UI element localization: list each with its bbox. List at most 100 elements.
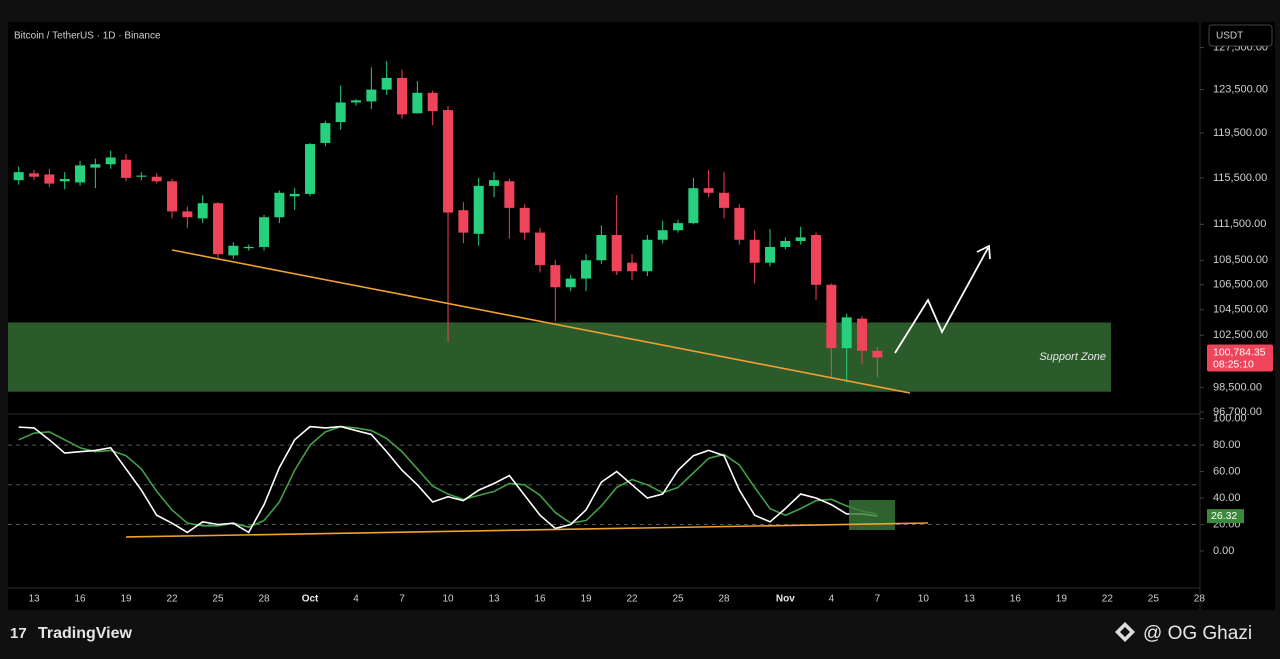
trendline <box>171 249 911 394</box>
candle-body <box>857 318 868 351</box>
x-tick-label: 4 <box>829 594 835 605</box>
candle-body <box>320 123 331 143</box>
x-tick-label: 16 <box>534 594 546 605</box>
chart-title: Bitcoin / TetherUS · 1D · Binance <box>14 31 161 42</box>
candle-body <box>811 234 822 285</box>
candle-body <box>627 262 638 272</box>
candle-body <box>489 180 500 186</box>
candle-body <box>427 92 438 112</box>
candle-body <box>59 179 70 182</box>
candle-body <box>136 175 147 177</box>
y-tick-label: 80.00 <box>1213 439 1241 451</box>
candle-body <box>105 157 116 165</box>
last-value-label: 26.32 <box>1211 510 1237 522</box>
candle-body <box>657 230 668 240</box>
candle-body <box>397 77 408 115</box>
x-tick-label: 28 <box>1194 594 1206 605</box>
x-tick-label: 7 <box>399 594 405 605</box>
candle-body <box>29 173 40 177</box>
candle-body <box>167 181 178 212</box>
branding: 17 TradingView <box>10 625 133 642</box>
x-tick-label: 13 <box>28 594 40 605</box>
stoch-line <box>18 425 878 534</box>
x-tick-label: 13 <box>964 594 976 605</box>
watermark: @ OG Ghazi <box>1143 623 1252 644</box>
candle-body <box>826 284 837 349</box>
candle-body <box>535 232 546 266</box>
y-tick-label: 106,500.00 <box>1213 279 1268 291</box>
logo-mark: 17 <box>10 625 27 642</box>
y-tick-label: 119,500.00 <box>1213 127 1267 139</box>
candle-body <box>44 174 55 184</box>
y-tick-label: 102,500.00 <box>1213 329 1268 341</box>
x-tick-label: 25 <box>212 594 224 605</box>
x-tick-label: 7 <box>875 594 881 605</box>
candle-body <box>719 192 730 208</box>
candle-body <box>213 203 224 255</box>
y-tick-label: 108,500.00 <box>1213 254 1268 266</box>
support-zone <box>8 322 1111 392</box>
candle-body <box>243 246 254 249</box>
candle-body <box>642 239 653 272</box>
candle-body <box>458 210 469 233</box>
candle-body <box>305 144 316 194</box>
watermark-icon <box>1115 622 1135 642</box>
x-tick-label: 10 <box>918 594 930 605</box>
x-tick-label: 22 <box>626 594 638 605</box>
x-tick-label: 25 <box>1148 594 1160 605</box>
candle-body <box>121 159 132 178</box>
candle-body <box>289 193 300 197</box>
x-tick-label: 19 <box>580 594 592 605</box>
candle-body <box>872 350 883 358</box>
candle-body <box>688 188 699 224</box>
candle-body <box>550 265 561 288</box>
last-value-box <box>1207 509 1244 524</box>
candle-body <box>473 185 484 234</box>
x-tick-label: 10 <box>442 594 454 605</box>
candle-body <box>13 172 24 181</box>
y-tick-label: 123,500.00 <box>1213 84 1268 96</box>
x-tick-label: Oct <box>302 594 319 605</box>
candle-body <box>274 192 285 218</box>
y-tick-label: 98,500.00 <box>1213 382 1262 394</box>
y-tick-label: 100.00 <box>1213 413 1247 425</box>
candle-body <box>703 188 714 193</box>
y-tick-label: 115,500.00 <box>1213 172 1267 184</box>
x-tick-label: 19 <box>1056 594 1068 605</box>
candle-body <box>780 240 791 247</box>
y-tick-label: 40.00 <box>1213 492 1241 504</box>
currency-button[interactable] <box>1208 24 1273 47</box>
candle-body <box>504 181 515 208</box>
candle-body <box>443 110 454 213</box>
countdown: 08:25:10 <box>1213 358 1254 370</box>
y-tick-label: 111,500.00 <box>1213 218 1266 230</box>
y-tick-label: 96,700.00 <box>1213 406 1262 418</box>
y-tick-label: 104,500.00 <box>1213 304 1268 316</box>
candle-body <box>259 217 270 247</box>
chart-background <box>8 22 1275 610</box>
x-tick-label: 4 <box>353 594 359 605</box>
candle-body <box>412 92 423 114</box>
candle-body <box>565 278 576 288</box>
x-tick-label: 13 <box>488 594 500 605</box>
y-tick-label: 60.00 <box>1213 465 1241 477</box>
candle-body <box>90 164 101 168</box>
y-tick-label: 0.00 <box>1213 545 1234 557</box>
x-tick-label: 16 <box>1010 594 1022 605</box>
candle-body <box>351 100 362 103</box>
candle-body <box>841 317 852 349</box>
x-tick-label: 19 <box>120 594 132 605</box>
candle-body <box>519 207 530 233</box>
stoch-line <box>18 425 878 528</box>
candle-body <box>581 260 592 279</box>
x-tick-label: 16 <box>74 594 86 605</box>
candle-body <box>673 223 684 231</box>
candle-body <box>596 234 607 261</box>
currency-label[interactable]: USDT <box>1216 31 1243 42</box>
arrow-head <box>976 244 991 260</box>
candle-body <box>197 203 208 219</box>
candle-body <box>381 77 392 90</box>
projection-arrow <box>894 247 989 354</box>
x-tick-label: 22 <box>166 594 178 605</box>
